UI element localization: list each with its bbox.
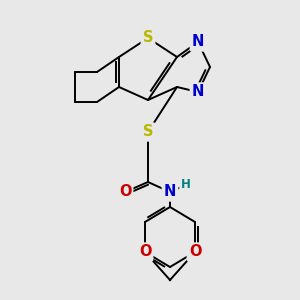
Text: S: S — [143, 31, 153, 46]
Text: H: H — [181, 178, 191, 191]
Text: N: N — [164, 184, 176, 200]
Text: S: S — [143, 124, 153, 140]
Text: O: O — [119, 184, 131, 200]
Text: O: O — [189, 244, 201, 260]
Text: O: O — [139, 244, 151, 260]
Text: N: N — [192, 85, 204, 100]
Text: N: N — [192, 34, 204, 50]
